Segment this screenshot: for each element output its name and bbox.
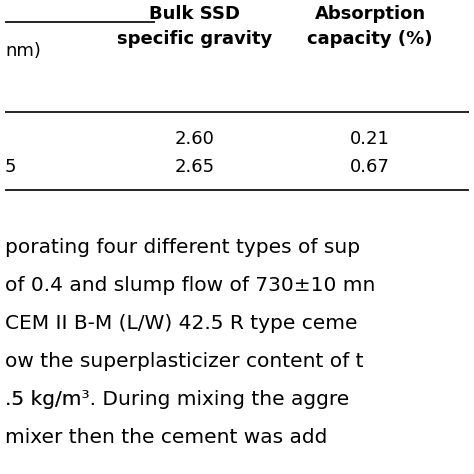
Text: CEM II B-M (L/W) 42.5 R type ceme: CEM II B-M (L/W) 42.5 R type ceme — [5, 314, 357, 333]
Text: 2.65: 2.65 — [175, 158, 215, 176]
Text: .5 kg/m³. During mixing the aggre: .5 kg/m³. During mixing the aggre — [5, 390, 349, 409]
Text: of 0.4 and slump flow of 730±10 mn: of 0.4 and slump flow of 730±10 mn — [5, 276, 375, 295]
Text: mixer then the cement was add: mixer then the cement was add — [5, 428, 328, 447]
Text: nm): nm) — [5, 42, 41, 60]
Text: 5: 5 — [5, 158, 17, 176]
Text: .5 kg/m: .5 kg/m — [5, 390, 82, 409]
Text: specific gravity: specific gravity — [118, 30, 273, 48]
Text: Bulk SSD: Bulk SSD — [149, 5, 240, 23]
Text: .5 kg/m³. During mixing the aggre: .5 kg/m³. During mixing the aggre — [5, 390, 349, 409]
Text: capacity (%): capacity (%) — [307, 30, 433, 48]
Text: porating four different types of sup: porating four different types of sup — [5, 238, 360, 257]
Text: ow the superplasticizer content of t: ow the superplasticizer content of t — [5, 352, 364, 371]
Text: 0.67: 0.67 — [350, 158, 390, 176]
Text: 2.60: 2.60 — [175, 130, 215, 148]
Text: Absorption: Absorption — [314, 5, 426, 23]
Text: 0.21: 0.21 — [350, 130, 390, 148]
